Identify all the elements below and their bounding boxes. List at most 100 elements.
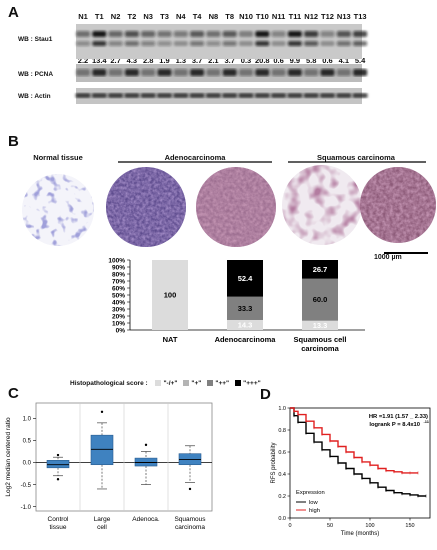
outlier bbox=[56, 453, 60, 457]
pcna-band bbox=[206, 69, 221, 76]
actin-band bbox=[124, 93, 140, 98]
bar-value-label: 33.3 bbox=[238, 304, 253, 313]
stau1-band-lower bbox=[124, 41, 139, 46]
legend-label: "+" bbox=[191, 380, 202, 387]
actin-band bbox=[303, 93, 319, 98]
blot-label-pcna: WB : PCNA bbox=[18, 71, 54, 78]
box bbox=[90, 434, 114, 466]
pcna-band bbox=[141, 69, 156, 76]
stacked-bar-segment bbox=[152, 260, 188, 330]
x-tick-label: 50 bbox=[327, 523, 333, 529]
legend-label: "++" bbox=[215, 380, 230, 387]
kaplan-meier-plot: 0.0 0.2 0.4 0.6 0.8 1.0 0 50 100 150 HR =1.91 (1.5… bbox=[271, 406, 431, 537]
actin-band bbox=[320, 93, 335, 98]
stau1-band-lower bbox=[141, 41, 156, 46]
pcna-band bbox=[255, 69, 270, 76]
outlier bbox=[188, 487, 192, 491]
actin-band bbox=[108, 93, 124, 98]
legend-label: high bbox=[309, 508, 320, 514]
stau1-band-lower bbox=[190, 41, 205, 46]
stau1-band-upper bbox=[124, 31, 139, 37]
actin-band bbox=[173, 93, 189, 98]
lane-label: T2 bbox=[127, 12, 137, 21]
bar-value-label: 26.7 bbox=[313, 265, 328, 274]
ratio-value: 0.6 bbox=[273, 56, 284, 65]
x-tick-label: 0 bbox=[288, 523, 291, 529]
outlier bbox=[144, 443, 148, 447]
y-tick-label: 50% bbox=[112, 292, 125, 299]
panel-label-d: D bbox=[260, 386, 271, 403]
lane-label: T1 bbox=[94, 12, 104, 21]
stacked-bar-segment bbox=[227, 319, 263, 330]
stau1-band-lower bbox=[336, 41, 351, 46]
legend-title: Histopathological score : bbox=[70, 380, 150, 387]
lane-label: T4 bbox=[192, 12, 202, 21]
stau1-band-lower bbox=[92, 41, 107, 46]
pcna-band bbox=[76, 69, 90, 76]
pcna-band bbox=[173, 69, 188, 76]
stau1-band-upper bbox=[92, 31, 107, 37]
y-tick-label: 0.8 bbox=[278, 428, 286, 434]
actin-band bbox=[157, 93, 172, 98]
blot-label-stau1: WB : Stau1 bbox=[18, 36, 53, 43]
y-tick-label: 80% bbox=[112, 271, 125, 278]
x-axis-label: Time (months) bbox=[341, 531, 379, 537]
stau1-band-upper bbox=[141, 31, 156, 37]
bar-value-label: 13.3 bbox=[313, 321, 328, 330]
ratio-value: 20.8 bbox=[254, 56, 270, 65]
pcna-band bbox=[320, 69, 335, 76]
category-label: Squamous bbox=[174, 516, 206, 523]
stau1-band-lower bbox=[271, 41, 286, 46]
stacked-bar-segment bbox=[227, 296, 263, 320]
y-axis-label: Log2 median centered ratio bbox=[5, 417, 12, 497]
stacked-bar-chart: 0%10%20%30%40%50%60%70%80%90%100% 100 NAT 1… bbox=[108, 257, 365, 353]
ratio-value: 4.3 bbox=[126, 56, 138, 65]
category-label: Squamous cell bbox=[294, 335, 347, 344]
y-tick-label: 0.6 bbox=[278, 450, 286, 456]
lane-label: T12 bbox=[321, 12, 334, 21]
legend-swatch bbox=[235, 380, 242, 387]
pcna-band bbox=[353, 69, 368, 76]
category-label: NAT bbox=[163, 335, 178, 344]
lane-label: N10 bbox=[239, 12, 253, 21]
tissue-sections bbox=[22, 161, 436, 254]
y-tick-label: 30% bbox=[112, 306, 125, 313]
stacked-bar-segment bbox=[302, 320, 338, 330]
category-label: Control bbox=[48, 516, 70, 523]
panel-label-b: B bbox=[8, 133, 19, 150]
stau1-band-lower bbox=[287, 41, 302, 46]
lane-label: N2 bbox=[110, 12, 121, 21]
lane-label: T11 bbox=[288, 12, 302, 21]
category-label: cell bbox=[97, 524, 107, 531]
stacked-bar-segment bbox=[302, 278, 338, 321]
logrank-p: logrank P = 8.4x10 bbox=[369, 422, 420, 428]
stau1-band-upper bbox=[320, 31, 335, 37]
y-tick-label: 1.0 bbox=[278, 406, 286, 412]
pcna-band bbox=[157, 69, 172, 76]
stau1-band-upper bbox=[206, 31, 221, 37]
stau1-band-lower bbox=[222, 41, 237, 46]
stau1-band-upper bbox=[255, 31, 270, 37]
stau1-band-lower bbox=[255, 41, 270, 46]
y-axis-label: RFS probability bbox=[271, 442, 277, 483]
y-tick-label: -1.0 bbox=[21, 505, 32, 511]
stau1-band-upper bbox=[271, 31, 286, 37]
ratio-value: 5.8 bbox=[305, 56, 317, 65]
ratio-value: 2.7 bbox=[110, 56, 121, 65]
panel-label-c: C bbox=[8, 385, 19, 402]
stau1-band-upper bbox=[157, 31, 172, 37]
stau1-band-lower bbox=[304, 41, 319, 46]
logrank-exponent: -11 bbox=[423, 419, 429, 424]
section-title-squamous: Squamous carcinoma bbox=[317, 153, 395, 162]
scale-bar-label: 1000 µm bbox=[374, 254, 402, 261]
actin-band bbox=[75, 93, 91, 98]
x-tick-label: 100 bbox=[365, 523, 374, 529]
hazard-ratio: HR =1.91 (1.57 _ 2.33) bbox=[369, 414, 428, 420]
pcna-band bbox=[304, 69, 319, 76]
stau1-band-upper bbox=[108, 31, 123, 37]
ratio-value: 9.9 bbox=[289, 56, 301, 65]
outlier bbox=[56, 478, 60, 481]
y-tick-label: 0.4 bbox=[278, 472, 286, 478]
lane-label: N12 bbox=[304, 12, 319, 21]
y-tick-label: 10% bbox=[112, 320, 125, 327]
